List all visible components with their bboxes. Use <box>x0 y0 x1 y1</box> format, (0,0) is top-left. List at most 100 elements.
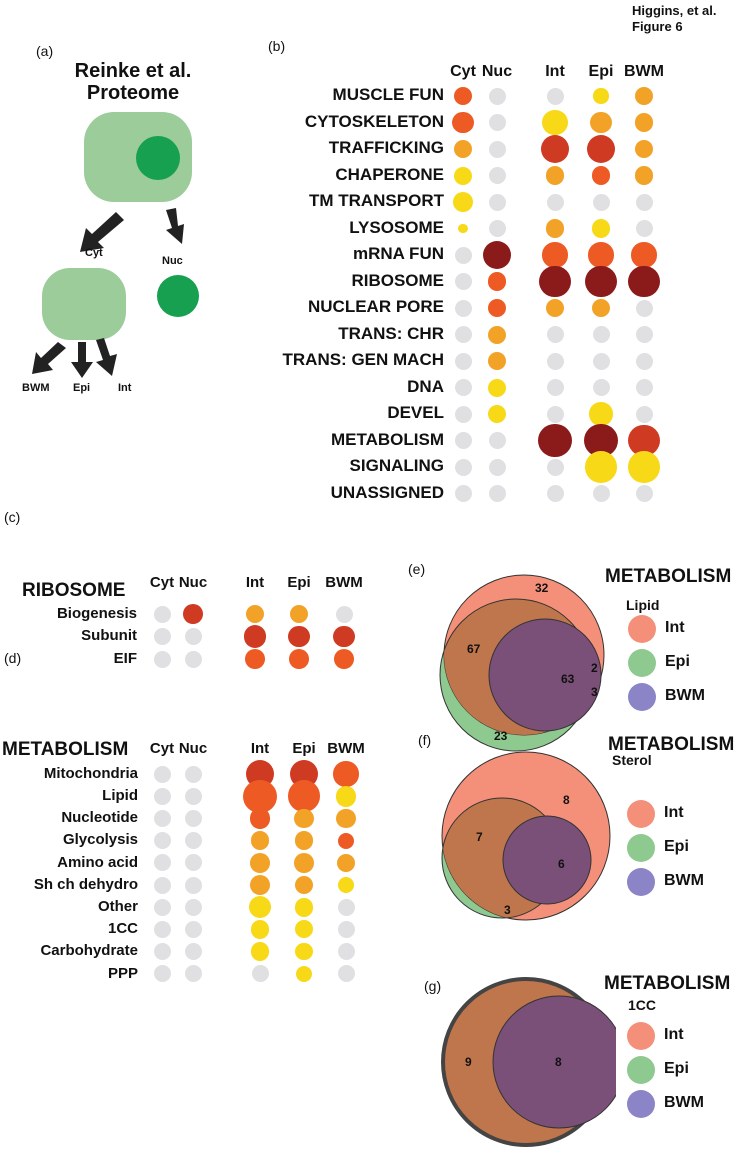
dot-nuc <box>184 809 202 827</box>
dot-int <box>546 326 564 343</box>
dot-epi <box>585 265 617 298</box>
dot-bwm <box>337 898 355 916</box>
dot-epi <box>295 965 313 982</box>
dot-epi <box>591 219 611 238</box>
dot-bwm <box>635 326 653 343</box>
dot-int <box>538 423 572 458</box>
dot-int <box>540 134 570 164</box>
dot-bwm <box>337 832 355 849</box>
panel-a-label: (a) <box>36 43 54 59</box>
dot-nuc <box>488 167 506 184</box>
dot-epi <box>294 875 314 895</box>
dot-int <box>546 193 564 211</box>
row-label: EIF <box>113 649 137 667</box>
panel-g-title: METABOLISM <box>604 973 731 994</box>
dot-bwm <box>635 87 653 105</box>
venn-f-count: 8 <box>563 793 570 807</box>
dot-epi <box>590 111 612 134</box>
dot-epi <box>289 604 309 624</box>
dot-bwm <box>335 605 353 623</box>
dot-cyt <box>153 765 171 783</box>
panel-f-subtitle: Sterol <box>612 752 652 768</box>
dot-nuc <box>184 650 202 668</box>
dot-cyt <box>454 140 472 158</box>
dot-int <box>250 852 270 873</box>
panel-e-subtitle: Lipid <box>626 597 660 613</box>
dot-bwm <box>333 625 355 648</box>
row-label: Biogenesis <box>56 604 137 622</box>
row-label: Other <box>97 897 138 915</box>
dot-nuc <box>184 854 202 872</box>
dot-epi <box>289 649 309 669</box>
dot-bwm <box>635 485 653 502</box>
row-label: TM TRANSPORT <box>308 191 444 211</box>
legend-swatch-int <box>628 615 656 643</box>
panel-c-title: RIBOSOME <box>22 580 126 601</box>
dot-bwm <box>634 166 654 185</box>
column-header-int: Int <box>545 63 565 80</box>
row-label: METABOLISM <box>330 429 444 449</box>
dot-bwm <box>634 139 654 159</box>
dot-cyt <box>452 111 474 134</box>
dot-bwm <box>337 853 355 872</box>
dot-cyt <box>454 299 472 317</box>
legend-swatch-epi <box>627 834 655 862</box>
dot-bwm <box>631 242 657 268</box>
row-label: Mitochondria <box>43 764 138 782</box>
dot-cyt <box>153 943 171 961</box>
dot-int <box>245 604 265 624</box>
dot-int <box>546 379 564 396</box>
panel-d-title: METABOLISM <box>2 739 129 760</box>
panel-f-title: METABOLISM <box>608 734 735 755</box>
dot-epi <box>295 920 313 939</box>
legend-label-int: Int <box>665 619 685 636</box>
column-header-bwm: BWM <box>624 63 664 80</box>
figure-author: Higgins, et al. <box>632 3 717 18</box>
row-label: LYSOSOME <box>349 217 444 237</box>
dot-nuc <box>184 628 202 645</box>
dot-int <box>542 109 568 136</box>
dot-nuc <box>488 458 506 476</box>
dot-cyt <box>153 605 171 623</box>
dot-epi <box>593 88 609 104</box>
legend-label-epi: Epi <box>665 653 690 670</box>
dot-cyt <box>153 876 171 894</box>
row-label: TRANS: CHR <box>338 323 444 343</box>
dot-epi <box>592 379 610 396</box>
row-label: PPP <box>107 964 138 982</box>
dot-bwm <box>337 943 355 961</box>
column-header-cyt: Cyt <box>149 574 175 591</box>
dot-nuc <box>184 898 202 916</box>
dot-nuc <box>488 432 506 449</box>
dot-epi <box>592 352 610 370</box>
dot-nuc <box>488 405 506 423</box>
panel-d-label: (d) <box>4 650 22 666</box>
dot-epi <box>592 485 610 502</box>
dot-int <box>250 831 270 851</box>
dot-cyt <box>452 191 474 213</box>
dot-bwm <box>337 920 355 938</box>
row-label: 1CC <box>107 920 138 938</box>
dot-nuc <box>184 765 202 783</box>
dot-epi <box>585 451 617 483</box>
dot-nuc <box>184 965 202 983</box>
column-header-int: Int <box>250 740 270 757</box>
legend-label-epi: Epi <box>664 838 689 855</box>
dot-bwm <box>628 424 660 457</box>
dot-nuc <box>184 876 202 894</box>
dot-nuc <box>184 943 202 961</box>
dot-cyt <box>454 87 472 105</box>
panel-a-bwm-label: BWM <box>22 382 50 394</box>
dot-nuc <box>184 787 202 805</box>
legend-swatch-epi <box>627 1056 655 1084</box>
row-label: Sh ch dehydro <box>33 875 138 893</box>
dot-int <box>546 405 564 423</box>
dot-bwm <box>337 965 355 983</box>
column-header-cyt: Cyt <box>149 740 175 757</box>
row-label: NUCLEAR PORE <box>307 297 444 317</box>
dot-int <box>245 649 265 669</box>
dot-bwm <box>336 808 356 829</box>
panel-g-subtitle: 1CC <box>628 997 657 1013</box>
venn-e-bwm-circle <box>488 618 602 732</box>
panel-a-title-line1: Reinke et al. <box>74 60 192 82</box>
